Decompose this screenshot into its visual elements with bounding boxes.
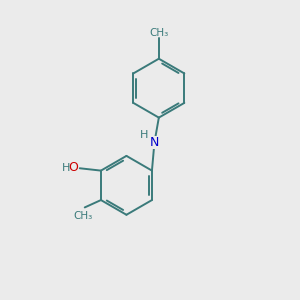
Text: CH₃: CH₃ bbox=[149, 28, 169, 38]
Text: CH₃: CH₃ bbox=[74, 211, 93, 221]
Text: H: H bbox=[61, 163, 70, 173]
Text: N: N bbox=[150, 136, 159, 149]
Text: H: H bbox=[140, 130, 148, 140]
Text: O: O bbox=[68, 161, 78, 174]
